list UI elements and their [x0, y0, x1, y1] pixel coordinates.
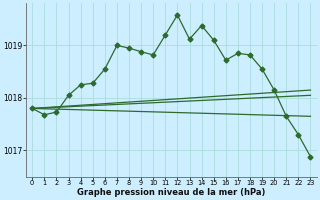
X-axis label: Graphe pression niveau de la mer (hPa): Graphe pression niveau de la mer (hPa) — [77, 188, 266, 197]
